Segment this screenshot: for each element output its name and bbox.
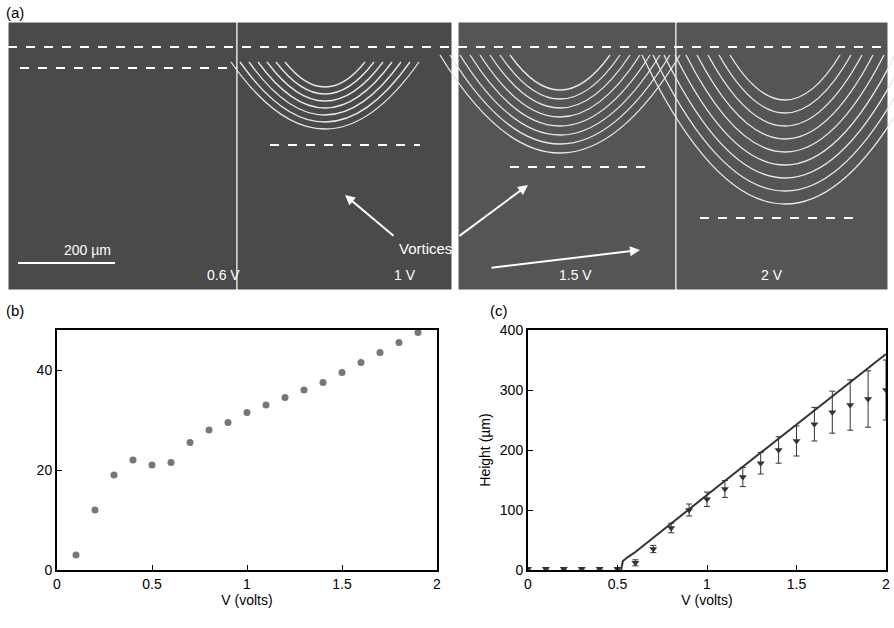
svg-text:(a): (a) <box>6 4 24 21</box>
svg-text:0: 0 <box>524 576 532 592</box>
svg-text:V (volts): V (volts) <box>221 592 272 608</box>
svg-text:0: 0 <box>515 562 523 578</box>
svg-text:200: 200 <box>500 442 524 458</box>
svg-text:(b): (b) <box>6 302 24 319</box>
svg-text:0.5: 0.5 <box>608 576 628 592</box>
svg-text:Vortices: Vortices <box>399 240 452 257</box>
svg-text:100: 100 <box>500 502 524 518</box>
svg-text:200 µm: 200 µm <box>64 242 111 258</box>
svg-text:2 V: 2 V <box>761 267 783 283</box>
svg-text:400: 400 <box>500 322 524 338</box>
svg-text:40: 40 <box>37 362 53 378</box>
svg-text:20: 20 <box>37 462 53 478</box>
svg-text:2: 2 <box>433 576 441 592</box>
svg-text:V (volts): V (volts) <box>681 592 732 608</box>
svg-text:0: 0 <box>44 562 52 578</box>
svg-text:1: 1 <box>703 576 711 592</box>
svg-text:1.5: 1.5 <box>332 576 352 592</box>
svg-text:(c): (c) <box>490 302 508 319</box>
svg-text:0.6 V: 0.6 V <box>207 267 240 283</box>
svg-text:2: 2 <box>882 576 890 592</box>
svg-text:1.5 V: 1.5 V <box>559 267 592 283</box>
svg-text:0.5: 0.5 <box>142 576 162 592</box>
svg-text:1 V: 1 V <box>394 267 416 283</box>
svg-text:0: 0 <box>53 576 61 592</box>
svg-text:300: 300 <box>500 382 524 398</box>
svg-text:1: 1 <box>243 576 251 592</box>
svg-text:Height (µm): Height (µm) <box>477 413 493 486</box>
svg-text:1.5: 1.5 <box>787 576 807 592</box>
